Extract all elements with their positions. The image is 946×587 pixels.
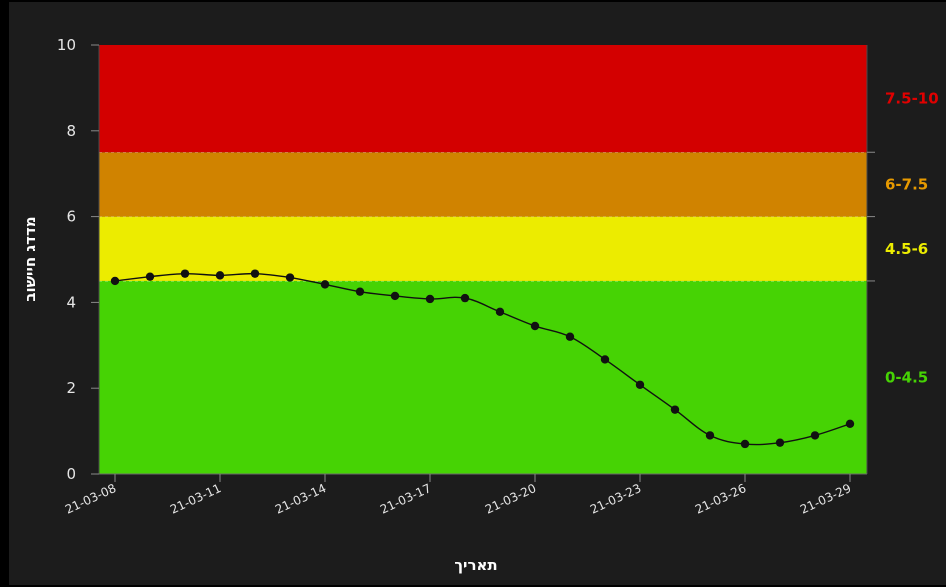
x-tick-label: 21-03-20 [483, 481, 538, 517]
y-tick-label: 10 [57, 36, 76, 54]
x-tick-label: 21-03-17 [378, 481, 433, 517]
y-axis-title: מדדג חיישוב [21, 216, 39, 301]
data-point [320, 280, 330, 289]
y-tick-label: 6 [66, 208, 76, 226]
x-tick-label: 21-03-08 [63, 481, 118, 517]
y-tick-label: 8 [66, 122, 76, 140]
data-point [740, 439, 750, 449]
data-point [460, 293, 470, 303]
band-7.5-10 [99, 45, 867, 153]
risk-index-chart: 0 2 4 6 8 10 21-03-08 21-03-11 21-03-14 21-03-17… [21, 36, 939, 574]
data-point [635, 380, 645, 389]
series-layer [110, 269, 855, 449]
data-point [565, 332, 575, 341]
data-point [775, 438, 785, 447]
x-tick-label: 21-03-11 [168, 481, 223, 517]
band-label-4.5-6: 4.5-6 [885, 240, 928, 258]
data-point [250, 269, 260, 278]
x-tick-label: 21-03-29 [798, 481, 853, 517]
data-point [285, 273, 295, 282]
data-point [670, 405, 680, 414]
x-tick-label: 21-03-23 [588, 481, 643, 517]
series-line [114, 272, 851, 446]
risk-bands [99, 45, 867, 474]
y-tick-label: 0 [66, 465, 76, 483]
x-tick-label: 21-03-14 [273, 481, 328, 517]
band-label-0-4.5: 0-4.5 [885, 368, 928, 386]
y-tick-label: 2 [66, 379, 76, 397]
x-axis: 21-03-08 21-03-11 21-03-14 21-03-17 21-03-20… [63, 473, 867, 517]
band-4.5-6 [99, 216, 867, 281]
data-point [845, 419, 855, 429]
data-point [425, 294, 435, 304]
data-point [110, 276, 120, 286]
data-point [810, 431, 820, 440]
band-0-4.5 [99, 280, 867, 474]
x-axis-title: תאריך [454, 556, 497, 574]
data-point [530, 321, 540, 331]
x-tick-label: 21-03-26 [693, 481, 748, 517]
data-point [215, 271, 225, 280]
data-point [600, 355, 610, 364]
data-point [705, 431, 715, 440]
y-tick-label: 4 [66, 293, 76, 311]
y-axis: 0 2 4 6 8 10 [57, 36, 875, 483]
band-6-7.5 [99, 152, 867, 217]
band-labels: 0-4.5 4.5-6 6-7.5 7.5-10 [885, 90, 939, 387]
band-label-6-7.5: 6-7.5 [885, 175, 928, 193]
band-label-7.5-10: 7.5-10 [885, 90, 939, 108]
data-point [390, 291, 400, 301]
data-point [180, 269, 190, 278]
data-point [355, 287, 365, 296]
data-point [495, 307, 505, 317]
data-point [145, 272, 155, 281]
